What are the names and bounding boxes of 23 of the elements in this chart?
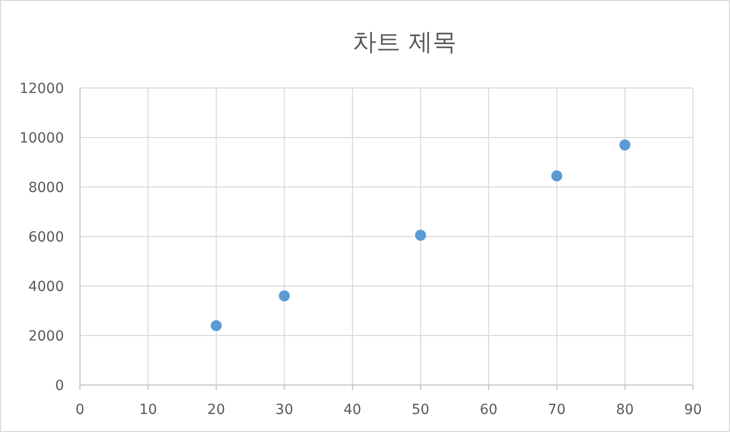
x-tick-label: 10 xyxy=(139,402,158,418)
y-tick-label: 2000 xyxy=(28,328,64,344)
point xyxy=(551,170,562,182)
y-tick-label: 4000 xyxy=(28,279,64,295)
point xyxy=(210,320,222,332)
point xyxy=(415,230,426,241)
x-tick-label: 70 xyxy=(548,402,566,418)
x-tick-label: 0 xyxy=(76,402,84,418)
y-tick-label: 12000 xyxy=(19,81,64,97)
x-tick-label: 20 xyxy=(207,402,226,418)
x-tick-label: 30 xyxy=(275,402,294,418)
x-tick-label: 90 xyxy=(684,402,702,418)
y-tick-label: 10000 xyxy=(19,130,64,146)
y-tick-label: 0 xyxy=(55,378,64,394)
point xyxy=(619,139,630,150)
x-tick-label: 80 xyxy=(616,402,634,418)
y-tick-label: 8000 xyxy=(28,180,64,196)
point xyxy=(278,290,290,302)
x-tick-label: 60 xyxy=(480,402,498,418)
y-tick-label: 6000 xyxy=(28,230,64,246)
x-tick-label: 40 xyxy=(344,402,362,418)
chart-title: 차트 제목 xyxy=(352,28,456,56)
x-tick-label: 50 xyxy=(412,402,430,418)
